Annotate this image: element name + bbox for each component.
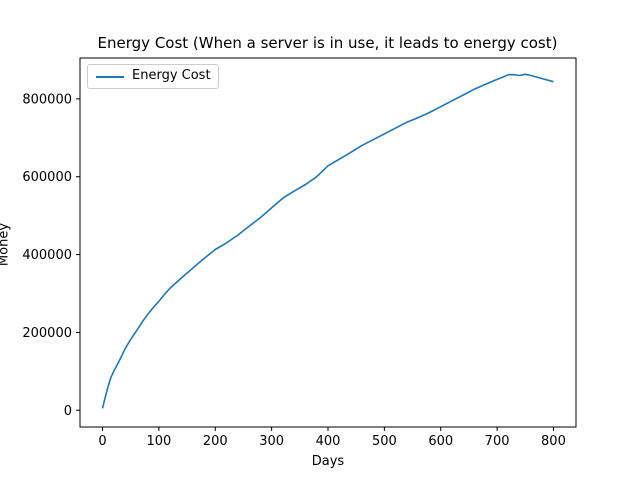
x-axis-label: Days <box>311 454 345 469</box>
x-tick-label: 0 <box>98 434 106 449</box>
x-tick-label: 600 <box>428 434 453 449</box>
legend-label: Energy Cost <box>132 68 211 83</box>
x-tick-label: 800 <box>541 434 566 449</box>
legend: Energy Cost <box>87 64 219 89</box>
legend-swatch <box>96 76 124 78</box>
series-layer <box>101 73 554 409</box>
y-tick-label: 800000 <box>22 92 72 107</box>
x-tick-label: 100 <box>146 434 171 449</box>
y-tick-label: 600000 <box>22 170 72 185</box>
y-axis-label: Money <box>0 222 12 267</box>
series-line-energy-cost <box>101 73 554 409</box>
x-axis: 0 100 200 300 400 500 600 700 800 <box>98 427 566 449</box>
y-axis: 0 200000 400000 600000 800000 <box>22 92 80 419</box>
x-tick-label: 700 <box>485 434 510 449</box>
x-tick-label: 200 <box>203 434 228 449</box>
plot-frame <box>79 57 577 428</box>
x-tick-label: 400 <box>316 434 341 449</box>
y-tick-label: 0 <box>64 404 72 419</box>
y-tick-label: 200000 <box>22 326 72 341</box>
y-tick-label: 400000 <box>22 248 72 263</box>
x-tick-label: 300 <box>259 434 284 449</box>
chart-title: Energy Cost (When a server is in use, it… <box>97 34 558 52</box>
x-tick-label: 500 <box>372 434 397 449</box>
